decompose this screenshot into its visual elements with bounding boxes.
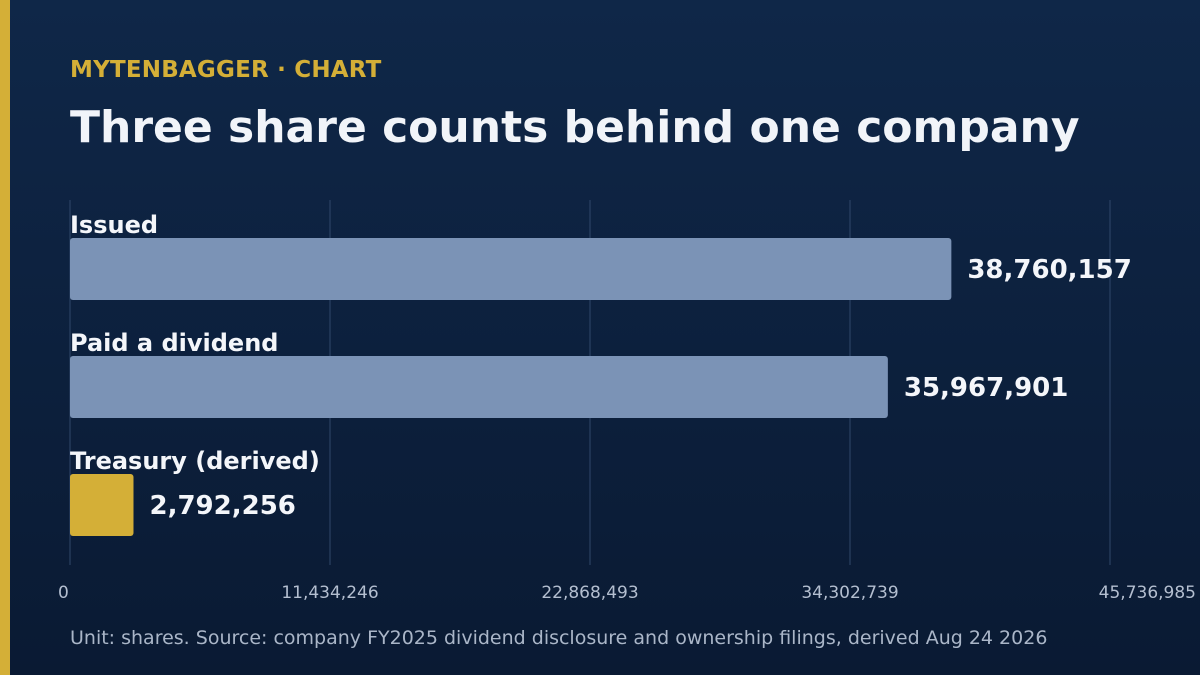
bar-group: Paid a dividend 35,967,901 — [70, 329, 1068, 418]
bar-value-label: 38,760,157 — [967, 255, 1131, 285]
bar-group: Treasury (derived) 2,792,256 — [70, 447, 320, 536]
category-label: Paid a dividend — [70, 329, 278, 357]
bar-value-label: 35,967,901 — [904, 373, 1068, 403]
category-label: Issued — [70, 211, 158, 239]
chart-kicker: MYTENBAGGER · CHART — [70, 57, 382, 83]
bar — [70, 356, 888, 418]
x-tick-label: 22,868,493 — [541, 583, 638, 603]
chart-title: Three share counts behind one company — [70, 102, 1080, 153]
x-tick-label: 11,434,246 — [281, 583, 378, 603]
bars: Issued 38,760,157 Paid a dividend 35,967,90… — [70, 211, 1132, 536]
x-tick-label: 0 — [58, 583, 69, 603]
source-footnote: Unit: shares. Source: company FY2025 div… — [70, 627, 1048, 649]
bar-group: Issued 38,760,157 — [70, 211, 1132, 300]
category-label: Treasury (derived) — [70, 447, 320, 475]
accent-stripe — [0, 0, 10, 675]
bar — [70, 474, 134, 536]
x-tick-label: 45,736,985 — [1099, 583, 1196, 603]
bar-value-label: 2,792,256 — [149, 491, 295, 521]
bar — [70, 238, 952, 300]
x-tick-label: 34,302,739 — [801, 583, 898, 603]
x-axis-ticks: 0 11,434,246 22,868,493 34,302,739 45,736,98… — [58, 583, 1196, 603]
